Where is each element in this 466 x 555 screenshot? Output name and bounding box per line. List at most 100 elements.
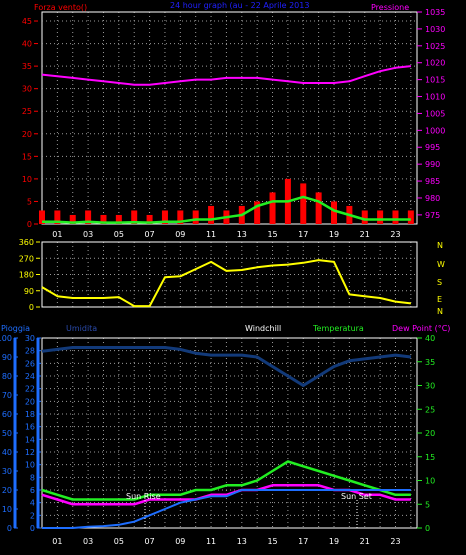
- hour-tick-label: 05: [114, 537, 124, 546]
- humidity-axis-tick-label: 40: [2, 448, 12, 457]
- wind-gust-bar: [146, 214, 153, 224]
- hour-tick-label: 03: [83, 537, 93, 546]
- rain-line: [42, 489, 411, 529]
- direction-axis-tick-label: 270: [19, 254, 34, 263]
- rain-axis-tick-label: 22: [25, 385, 35, 394]
- direction-letter: S: [437, 278, 442, 287]
- plot-frame: [41, 11, 418, 225]
- direction-axis-tick-label: 0: [29, 303, 34, 312]
- direction-letter: W: [437, 260, 445, 269]
- wind-axis-tick-label: 35: [22, 62, 32, 71]
- temperature-label: Temperatura: [312, 324, 364, 333]
- rain-axis-tick-label: 6: [30, 486, 35, 495]
- wind-gust-bar: [315, 192, 322, 224]
- temperature-axis-tick-label: 40: [425, 334, 435, 343]
- humidity-axis-tick-label: 20: [2, 486, 12, 495]
- pressure-axis-tick-label: 1015: [425, 76, 445, 85]
- humidity-axis-tick-label: 60: [2, 410, 12, 419]
- rain-axis-tick-label: 18: [25, 410, 35, 419]
- hour-tick-label: 19: [329, 230, 339, 239]
- hour-tick-label: 15: [267, 230, 277, 239]
- pressure-axis-tick-label: 1025: [425, 42, 445, 51]
- temperature-axis-tick-label: 15: [425, 453, 435, 462]
- wind-pressure-panel: 0510152025303540459759809859909951000100…: [22, 8, 446, 239]
- wind-axis-tick-label: 40: [22, 40, 32, 49]
- wind-gust-bar: [192, 210, 199, 224]
- wind-gust-bar: [208, 205, 215, 224]
- pressure-axis-tick-label: 980: [425, 194, 440, 203]
- pressure-line: [41, 65, 412, 86]
- wind-gust-bar: [269, 192, 276, 224]
- wind-gust-bar: [392, 210, 399, 224]
- humidity-axis-tick-label: 0: [7, 524, 12, 533]
- wind-axis-tick-label: 15: [22, 152, 32, 161]
- wind-axis-tick-label: 0: [27, 220, 32, 229]
- temperature-humidity-rain-panel: 0246810121416182022242628300102030405060…: [0, 334, 435, 546]
- sunrise-label: Sun Rise: [126, 492, 161, 501]
- wind-axis-tick-label: 10: [22, 175, 32, 184]
- hour-tick-label: 09: [175, 537, 185, 546]
- humidity-axis-tick-label: 90: [2, 353, 12, 362]
- hour-tick-label: 19: [329, 537, 339, 546]
- wind-gust-bar: [177, 210, 184, 224]
- temperature-axis-tick-label: 10: [425, 477, 435, 486]
- rain-axis-tick-label: 12: [25, 448, 35, 457]
- hour-tick-label: 23: [390, 537, 400, 546]
- dew-point-label: Dew Point (°C): [392, 324, 450, 333]
- wind-gust-bar: [69, 214, 76, 224]
- hour-tick-label: 01: [52, 230, 62, 239]
- rain-axis-tick-label: 26: [25, 359, 35, 368]
- hour-tick-label: 21: [360, 230, 370, 239]
- sunset-label: Sun Set: [341, 492, 372, 501]
- hour-tick-label: 13: [237, 537, 247, 546]
- wind-gust-bar: [115, 214, 122, 224]
- wind-gust-bar: [377, 210, 384, 224]
- wind-gust-bar: [331, 201, 338, 224]
- wind-gust-bar: [39, 210, 45, 224]
- windchill-label: Windchill: [245, 324, 281, 333]
- humidity-axis-tick-label: 50: [2, 429, 12, 438]
- hour-tick-label: 15: [267, 537, 277, 546]
- humidity-axis-tick-label: 80: [2, 372, 12, 381]
- wind-gust-bar: [161, 210, 168, 224]
- humidity-axis-tick-label: 70: [2, 391, 12, 400]
- wind-gust-bar: [85, 210, 92, 224]
- rain-axis-tick-label: 14: [25, 435, 35, 444]
- rain-axis-tick-label: 30: [25, 334, 35, 343]
- direction-axis-tick-label: 180: [19, 271, 34, 280]
- wind-force-label: Forza vento(): [34, 3, 87, 12]
- temperature-axis-tick-label: 20: [425, 429, 435, 438]
- wind-gust-bar: [361, 210, 368, 224]
- pressure-axis-tick-label: 990: [425, 160, 440, 169]
- hour-tick-label: 07: [144, 537, 154, 546]
- pressure-axis-tick-label: 1030: [425, 25, 445, 34]
- wind-axis-tick-label: 25: [22, 107, 32, 116]
- wind-gust-bar: [300, 183, 307, 224]
- humidity-line: [41, 346, 412, 387]
- hour-tick-label: 03: [83, 230, 93, 239]
- pressure-axis-tick-label: 1035: [425, 8, 445, 17]
- temperature-axis-tick-label: 0: [425, 524, 430, 533]
- hour-tick-label: 01: [52, 537, 62, 546]
- pressure-axis-tick-label: 1005: [425, 109, 445, 118]
- direction-letter: N: [437, 307, 443, 316]
- rain-axis-tick-label: 4: [30, 499, 35, 508]
- hour-tick-label: 11: [206, 230, 216, 239]
- rain-axis-tick-label: 0: [30, 524, 35, 533]
- hour-tick-label: 13: [237, 230, 247, 239]
- hour-tick-label: 09: [175, 230, 185, 239]
- temperature-axis-tick-label: 25: [425, 405, 435, 414]
- wind-axis-tick-label: 45: [22, 17, 32, 26]
- humidity-axis-tick-label: 30: [2, 467, 12, 476]
- temperature-axis-tick-label: 5: [425, 500, 430, 509]
- humidity-axis-tick-label: 100: [0, 334, 12, 343]
- hour-tick-label: 07: [144, 230, 154, 239]
- wind-direction-line: [41, 259, 412, 308]
- pressure-axis-tick-label: 975: [425, 211, 440, 220]
- wind-gust-bar: [54, 210, 61, 224]
- rain-label: Pioggia: [1, 324, 30, 333]
- pressure-axis-tick-label: 995: [425, 143, 440, 152]
- humidity-label: Umidita: [66, 324, 97, 333]
